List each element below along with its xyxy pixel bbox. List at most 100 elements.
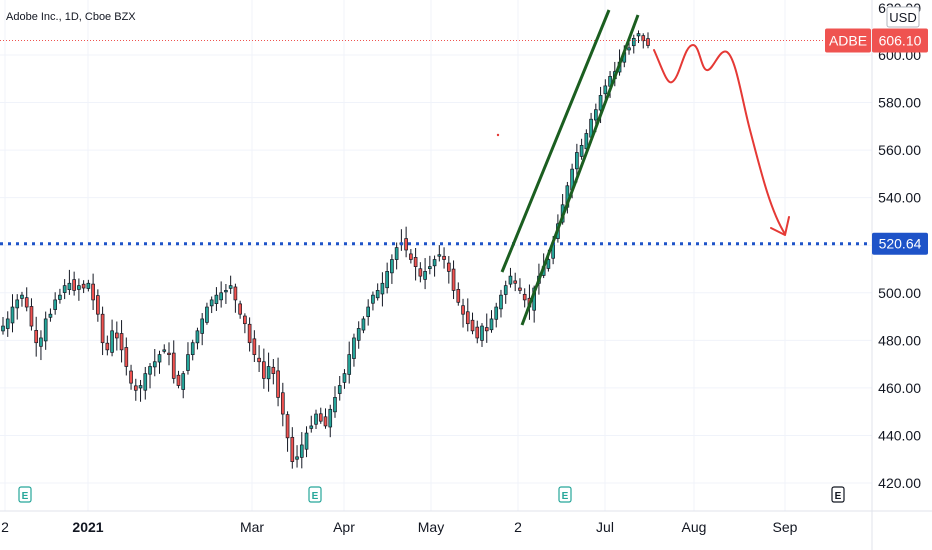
candle-body	[409, 253, 413, 260]
candle-body	[205, 306, 209, 323]
candle-body	[200, 318, 205, 334]
candle-body	[584, 133, 589, 150]
time-tick-label: 2	[514, 519, 522, 535]
candle-body	[499, 294, 503, 310]
candle-body	[181, 373, 186, 390]
candle-body	[143, 373, 148, 391]
projection-path[interactable]	[653, 43, 786, 235]
candle-body	[423, 271, 427, 280]
symbol-tag-label: ADBE	[829, 32, 867, 48]
channel-lower-line[interactable]	[520, 14, 640, 326]
price-tick-label: 480.00	[878, 332, 921, 348]
candle-body	[404, 238, 408, 251]
candle-body	[110, 330, 114, 353]
candle-body	[437, 254, 442, 257]
candle-body	[465, 311, 470, 325]
candle-body	[299, 444, 304, 458]
candle-body	[24, 297, 29, 308]
projection-arrowhead	[770, 216, 790, 236]
candle-body	[385, 271, 389, 289]
candle-body	[361, 318, 366, 331]
candle-body	[96, 295, 100, 315]
candle-body	[119, 333, 124, 351]
candle-body	[171, 352, 176, 379]
candle-body	[295, 456, 299, 460]
candle-body	[318, 413, 323, 422]
candle-body	[91, 283, 95, 301]
candlestick-series	[1, 30, 650, 469]
candle-body	[446, 262, 451, 272]
candle-body	[34, 329, 39, 344]
candle-body	[304, 432, 309, 450]
earnings-marker-label: E	[22, 491, 29, 502]
candle-body	[337, 385, 342, 394]
candle-body	[508, 275, 513, 285]
candle-body	[195, 330, 200, 344]
time-tick-label: 2	[1, 519, 9, 535]
price-tick-label: 440.00	[878, 427, 921, 443]
candle-body	[138, 385, 143, 389]
candle-body	[598, 95, 603, 111]
candle-body	[484, 327, 489, 332]
chart-title: Adobe Inc., 1D, Cboe BZX	[6, 11, 136, 23]
currency-button[interactable]: USD	[886, 6, 920, 28]
candle-body	[238, 303, 242, 315]
candle-body	[233, 286, 238, 301]
time-axis-labels: 2 2021 Mar Apr May 2 Jul Aug Sep	[1, 519, 798, 535]
candle-body	[375, 290, 380, 299]
candle-body	[328, 408, 333, 428]
earnings-marker-label: E	[562, 491, 569, 502]
candle-body	[15, 299, 20, 309]
candle-body	[631, 38, 636, 47]
candle-body	[314, 413, 318, 425]
candle-body	[475, 326, 480, 339]
price-tick-label: 580.00	[878, 95, 921, 111]
candle-body	[494, 306, 499, 320]
candle-body	[209, 299, 214, 307]
candle-body	[513, 280, 518, 284]
candle-body	[157, 354, 162, 363]
time-tick-label: May	[418, 519, 444, 535]
time-tick-label: Mar	[240, 519, 264, 535]
earnings-marker[interactable]: E	[558, 486, 572, 503]
candle-body	[190, 342, 195, 356]
candle-body	[285, 414, 290, 439]
candle-body	[115, 332, 119, 339]
candle-body	[77, 285, 81, 290]
candle-body	[380, 282, 385, 295]
candle-body	[503, 285, 508, 295]
stray-mark	[496, 133, 500, 137]
candle-body	[252, 338, 257, 355]
candle-body	[5, 318, 10, 329]
candle-body	[290, 436, 295, 462]
candle-body	[167, 352, 171, 355]
candle-body	[124, 347, 129, 367]
candle-body	[428, 266, 432, 269]
candle-body	[522, 293, 527, 301]
earnings-marker[interactable]: E	[18, 486, 32, 503]
candle-body	[627, 47, 631, 51]
time-tick-label: Aug	[682, 519, 707, 535]
candle-body	[105, 342, 110, 351]
ascending-channel[interactable]	[500, 9, 640, 326]
earnings-marker[interactable]: E	[831, 486, 845, 503]
candle-body	[276, 370, 280, 398]
chart-grid	[0, 0, 872, 511]
candle-body	[224, 290, 228, 293]
candle-body	[243, 315, 247, 325]
candle-body	[442, 255, 446, 260]
candle-body	[81, 283, 86, 289]
candle-body	[309, 425, 314, 429]
candle-body	[129, 370, 133, 384]
candle-body	[546, 259, 551, 269]
candle-body	[418, 268, 423, 277]
channel-upper-line[interactable]	[500, 9, 611, 273]
candle-body	[247, 323, 252, 344]
earnings-marker[interactable]: E	[308, 486, 322, 503]
candle-body	[62, 285, 67, 293]
candle-body	[413, 257, 418, 267]
candle-body	[489, 318, 494, 331]
candle-body	[636, 33, 641, 37]
price-tick-label: 460.00	[878, 380, 921, 396]
